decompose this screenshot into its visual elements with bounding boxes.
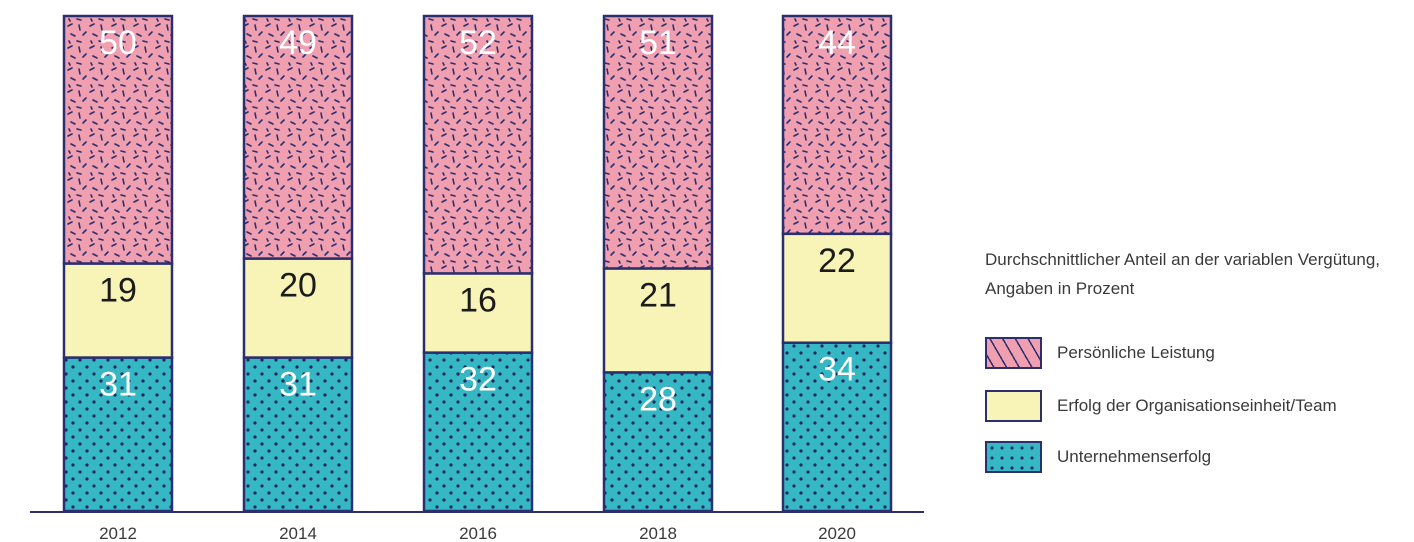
bar-personal-2014 <box>242 14 354 260</box>
data-label-team-2018: 21 <box>639 276 677 314</box>
bar-team-2016 <box>422 272 534 354</box>
x-tick-label-2012: 2012 <box>99 524 137 542</box>
data-label-company-2020: 34 <box>818 351 856 389</box>
data-label-personal-2016: 52 <box>459 24 497 62</box>
bar-team-2018 <box>602 267 714 374</box>
legend-label-team: Erfolg der Organisationseinheit/Team <box>1057 396 1337 415</box>
bar-company-2018 <box>602 371 714 513</box>
legend-item-personal: Persönliche Leistung <box>985 336 1215 370</box>
legend-label-company: Unternehmenserfolg <box>1057 447 1212 466</box>
bar-personal-2016 <box>422 14 534 275</box>
bar-company-2012 <box>62 356 174 513</box>
data-label-company-2014: 31 <box>279 366 317 404</box>
data-label-personal-2012: 50 <box>99 24 137 62</box>
x-tick-label-2020: 2020 <box>818 524 856 542</box>
x-tick-label-2018: 2018 <box>639 524 677 542</box>
data-label-company-2012: 31 <box>99 366 137 404</box>
legend-title: Durchschnittlicher Anteil an der variabl… <box>985 250 1381 298</box>
x-tick-label-2014: 2014 <box>279 524 317 542</box>
data-label-team-2016: 16 <box>459 281 497 319</box>
stacked-bar-chart: 31 19 50 31 20 49 32 16 52 28 21 51 34 22 44 2012 2014 2… <box>30 14 924 542</box>
data-label-personal-2018: 51 <box>639 24 677 62</box>
bar-personal-2018 <box>602 14 714 270</box>
legend-item-company: Unternehmenserfolg <box>985 440 1211 474</box>
data-label-company-2018: 28 <box>639 380 677 418</box>
data-label-team-2020: 22 <box>818 242 856 280</box>
data-label-team-2012: 19 <box>99 272 137 310</box>
legend-swatch-company <box>985 441 1042 473</box>
data-label-company-2016: 32 <box>459 361 497 399</box>
bar-personal-2020 <box>781 14 893 236</box>
data-label-personal-2014: 49 <box>279 24 317 62</box>
bar-personal-2012 <box>62 14 174 265</box>
data-label-team-2014: 20 <box>279 267 317 305</box>
bar-team-2012 <box>62 262 174 359</box>
legend-swatch-team <box>985 390 1042 422</box>
legend-item-team: Erfolg der Organisationseinheit/Team <box>985 389 1337 423</box>
bar-company-2014 <box>242 356 354 513</box>
bar-team-2014 <box>242 257 354 359</box>
legend-label-personal: Persönliche Leistung <box>1057 343 1215 362</box>
legend-swatch-personal <box>985 337 1042 369</box>
x-tick-label-2016: 2016 <box>459 524 497 542</box>
data-label-personal-2020: 44 <box>818 24 856 62</box>
